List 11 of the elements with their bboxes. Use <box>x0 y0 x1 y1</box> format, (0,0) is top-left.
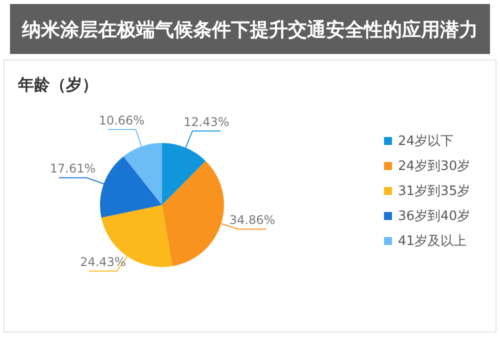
legend-label: 24岁到30岁 <box>398 159 470 174</box>
data-label: 12.43% <box>184 115 230 130</box>
legend-label: 36岁到40岁 <box>398 209 470 224</box>
data-label: 17.61% <box>50 162 96 176</box>
data-label: 10.66% <box>98 113 145 128</box>
legend-label: 31岁到35岁 <box>398 184 470 199</box>
data-label: 34.86% <box>229 213 276 228</box>
text: 纳米涂层在极端气候条件下提升交通安全性的应用潜力 <box>21 19 478 41</box>
legend-label: 41岁及以上 <box>398 234 467 249</box>
legend-label: 24岁以下 <box>398 134 454 149</box>
chart-title: 年龄（岁） <box>17 75 98 94</box>
